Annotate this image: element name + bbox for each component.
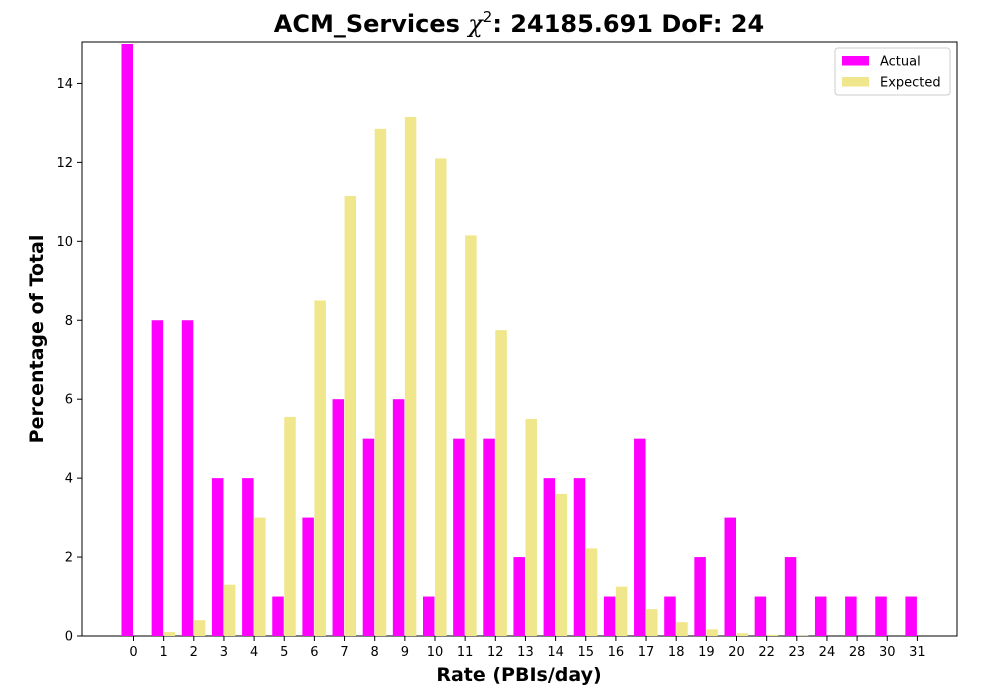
bar-expected-16 [615, 586, 628, 636]
x-tick-label: 16 [608, 645, 625, 660]
bar-actual-12 [483, 438, 495, 636]
bar-actual-20 [724, 517, 736, 636]
bar-expected-6 [314, 300, 326, 636]
bar-expected-15 [585, 548, 598, 636]
bar-actual-8 [362, 438, 375, 636]
bar-actual-0 [121, 43, 133, 637]
bar-expected-22 [766, 634, 779, 636]
x-tick-label: 6 [310, 645, 318, 660]
bar-actual-30 [875, 596, 887, 636]
bar-actual-9 [392, 399, 405, 636]
bar-actual-24 [814, 596, 827, 636]
x-tick-label: 23 [789, 645, 806, 660]
bar-expected-20 [736, 633, 748, 636]
bar-actual-23 [784, 557, 797, 636]
legend-label-actual: Actual [880, 55, 921, 70]
x-tick-label: 19 [698, 645, 715, 660]
bar-expected-10 [435, 158, 447, 636]
bar-actual-16 [603, 596, 616, 636]
y-tick-label: 12 [56, 156, 73, 171]
y-tick-label: 6 [65, 393, 73, 408]
bar-actual-22 [754, 596, 767, 636]
bar-actual-10 [423, 596, 435, 636]
bar-expected-11 [465, 235, 477, 636]
x-tick-label: 8 [371, 645, 379, 660]
x-tick-label: 20 [728, 645, 745, 660]
bar-expected-8 [374, 128, 387, 636]
x-tick-label: 4 [250, 645, 258, 660]
bar-actual-19 [694, 557, 706, 636]
bar-actual-28 [845, 596, 857, 636]
bar-actual-31 [905, 596, 917, 636]
y-axis-label: Percentage of Total [26, 235, 48, 444]
bar-expected-19 [706, 629, 718, 636]
y-tick-label: 2 [65, 551, 73, 566]
x-axis-label: Rate (PBIs/day) [436, 664, 601, 686]
bar-expected-13 [525, 418, 537, 636]
bar-expected-5 [284, 416, 296, 636]
x-tick-label: 31 [909, 645, 926, 660]
y-tick-label: 14 [56, 77, 73, 92]
bar-expected-4 [254, 517, 266, 636]
bar-expected-18 [676, 622, 688, 636]
x-tick-label: 18 [668, 645, 685, 660]
bar-expected-12 [495, 330, 507, 636]
x-tick-label: 24 [819, 645, 836, 660]
legend: Actual Expected [834, 47, 951, 96]
bar-actual-4 [242, 478, 254, 636]
x-tick-label: 14 [547, 645, 564, 660]
x-tick-label: 7 [340, 645, 348, 660]
bar-actual-2 [181, 320, 194, 636]
bar-actual-1 [151, 320, 164, 636]
bar-expected-14 [555, 493, 568, 636]
bar-actual-11 [453, 438, 465, 636]
y-tick-label: 8 [65, 314, 73, 329]
x-axis-ticks: 0 1 2 3 4 5 6 7 8 9 10 11 12 13 14 15 16 17 18 19 20 22 23 24 28… [129, 636, 926, 660]
bar-actual-3 [211, 478, 224, 636]
y-tick-label: 0 [65, 630, 73, 645]
chart-title: ACM_Services χ2: 24185.691 DoF: 24 [274, 8, 764, 38]
bar-actual-13 [513, 557, 525, 636]
x-tick-label: 12 [487, 645, 504, 660]
bar-actual-18 [664, 596, 676, 636]
x-tick-label: 9 [401, 645, 409, 660]
legend-label-expected: Expected [880, 76, 941, 91]
x-tick-label: 3 [220, 645, 228, 660]
bar-expected-3 [223, 584, 236, 636]
legend-swatch-actual [842, 56, 869, 66]
x-tick-label: 15 [577, 645, 594, 660]
y-axis-ticks: 0 2 4 6 8 10 12 14 [56, 77, 82, 645]
x-tick-label: 5 [280, 645, 288, 660]
x-tick-label: 1 [160, 645, 168, 660]
bar-expected-2 [193, 620, 206, 636]
bars-group [121, 43, 917, 637]
x-tick-label: 22 [758, 645, 775, 660]
bar-actual-7 [332, 399, 345, 636]
x-tick-label: 13 [517, 645, 534, 660]
bar-actual-15 [573, 478, 586, 636]
x-tick-label: 28 [849, 645, 866, 660]
bar-expected-9 [404, 116, 417, 637]
legend-swatch-expected [842, 77, 869, 87]
y-tick-label: 10 [56, 235, 73, 250]
x-tick-label: 2 [190, 645, 198, 660]
bar-expected-7 [344, 195, 357, 636]
x-tick-label: 17 [638, 645, 655, 660]
bar-expected-17 [646, 609, 658, 636]
bar-expected-1 [163, 632, 176, 636]
y-tick-label: 4 [65, 472, 73, 487]
x-tick-label: 0 [129, 645, 137, 660]
x-tick-label: 30 [879, 645, 896, 660]
x-tick-label: 11 [457, 645, 474, 660]
bar-actual-6 [302, 517, 314, 636]
bar-actual-14 [543, 478, 556, 636]
bar-actual-17 [634, 438, 646, 636]
x-tick-label: 10 [427, 645, 444, 660]
bar-actual-5 [272, 596, 284, 636]
